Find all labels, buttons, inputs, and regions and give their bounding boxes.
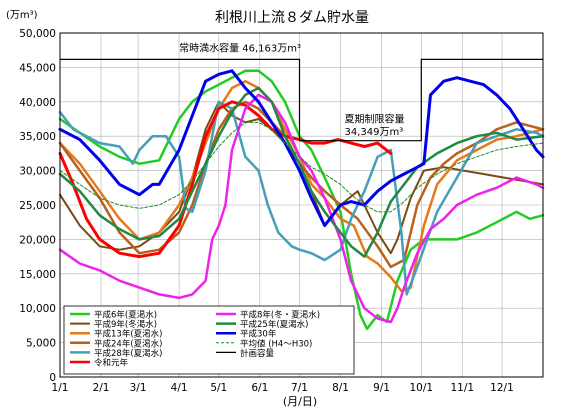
x-tick-label: 3/1	[130, 382, 147, 394]
x-tick-labels: 1/1 2/1 3/1 4/1 5/1 6/1 7/1 8/1 9/1 10/1 11/1 12/1	[52, 382, 514, 394]
legend-label: 平成9年(冬渇水)	[94, 319, 157, 330]
y-tick-label: 30,000	[19, 166, 56, 178]
legend-label: 平均値 (H4～H30)	[240, 338, 312, 349]
y-tick-label: 10,000	[19, 303, 56, 315]
x-tick-label: 7/1	[291, 382, 308, 394]
annotation-text: 34,349万m³	[345, 127, 404, 138]
legend-label: 平成28年(夏渇水)	[94, 348, 162, 359]
chart-title: 利根川上流８ダム貯水量	[215, 10, 369, 26]
legend-label: 平成8年(冬・夏渇水)	[240, 310, 320, 321]
x-tick-label: 6/1	[251, 382, 268, 394]
annotations: 常時満水容量 46,163万m³ 夏期制限容量 34,349万m³	[179, 42, 404, 138]
legend-label: 平成13年(夏渇水)	[94, 329, 162, 340]
y-tick-label: 25,000	[19, 200, 56, 212]
legend-label: 平成25年(夏渇水)	[240, 319, 308, 330]
y-tick-labels: 0 5,000 10,000 15,000 20,000 25,000 30,000 35,0…	[19, 28, 56, 384]
y-tick-label: 20,000	[19, 234, 56, 246]
legend: 平成6年(夏渇水)平成9年(冬渇水)平成13年(夏渇水)平成24年(夏渇水)平成…	[63, 305, 355, 375]
legend-label: 平成24年(夏渇水)	[94, 338, 162, 349]
annotation-text: 常時満水容量 46,163万m³	[179, 42, 301, 55]
x-tick-label: 8/1	[332, 382, 349, 394]
annotation-text: 夏期制限容量	[345, 112, 405, 125]
series-lines	[58, 58, 545, 331]
legend-label: 令和元年	[94, 358, 129, 369]
plot-frame	[59, 32, 544, 378]
y-tick-label: 0	[49, 372, 56, 384]
series-line	[59, 121, 544, 213]
y-tick-label: 5,000	[26, 338, 56, 350]
series-line	[58, 86, 545, 258]
x-tick-label: 2/1	[93, 382, 110, 394]
legend-box	[63, 305, 355, 375]
y-tick-label: 50,000	[19, 28, 56, 40]
x-tick-label: 11/1	[450, 382, 474, 394]
x-tick-label: 5/1	[210, 382, 227, 394]
legend-label: 平成6年(夏渇水)	[94, 310, 157, 321]
y-tick-label: 45,000	[19, 62, 56, 74]
series-line	[58, 69, 545, 228]
y-tick-label: 35,000	[19, 131, 56, 143]
series-line	[58, 93, 545, 324]
x-tick-label: 12/1	[490, 382, 514, 394]
series-line	[58, 100, 545, 296]
y-axis-label: (万m³)	[6, 10, 38, 21]
x-tick-label: 1/1	[52, 382, 69, 394]
series-line	[59, 58, 544, 142]
y-tick-label: 15,000	[19, 269, 56, 281]
x-axis-label: (月/日)	[283, 395, 317, 408]
x-tick-label: 10/1	[409, 382, 433, 394]
legend-label: 計画容量	[240, 348, 275, 359]
x-tick-label: 9/1	[373, 382, 390, 394]
y-tick-label: 40,000	[19, 97, 56, 109]
x-tick-label: 4/1	[171, 382, 188, 394]
legend-label: 平成30年	[240, 329, 277, 340]
